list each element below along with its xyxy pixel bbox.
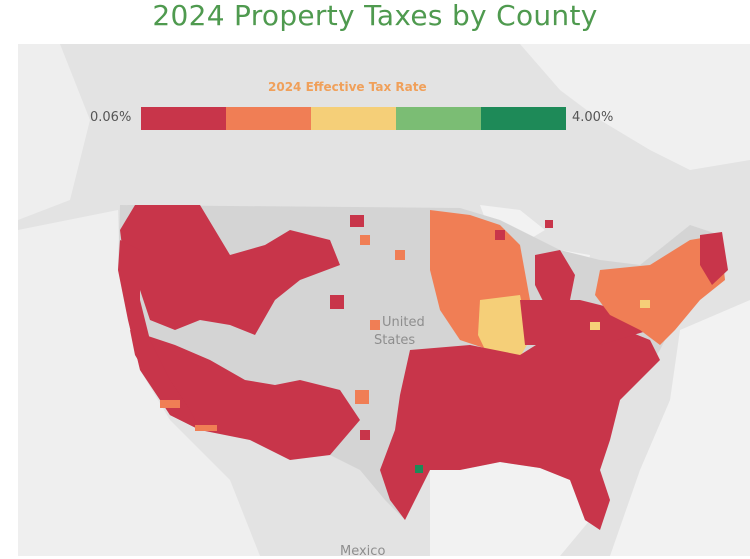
iowa-illinois-region (478, 295, 530, 365)
legend-segment-2 (226, 107, 311, 130)
county-patch (330, 295, 344, 309)
michigan-region (535, 250, 575, 305)
county-patch (355, 390, 369, 404)
southeast-region (380, 320, 660, 530)
county-patch (370, 320, 380, 330)
legend-segment-3 (311, 107, 396, 130)
county-patch (395, 250, 405, 260)
legend-color-scale[interactable] (141, 107, 566, 130)
county-patch (195, 425, 217, 431)
legend-max-label: 4.00% (572, 110, 614, 125)
county-patch (590, 322, 600, 330)
page-title: 2024 Property Taxes by County (152, 0, 598, 32)
county-patch (350, 215, 364, 227)
map-svg (18, 44, 750, 556)
pacific-water-north (18, 44, 90, 220)
county-patch (545, 220, 553, 228)
pacific-water-south (18, 210, 260, 556)
county-patch (360, 430, 370, 440)
country-label-us-line1: United (382, 315, 425, 330)
california-coast (118, 240, 200, 430)
country-label-us-line2: States (374, 333, 416, 348)
county-patch (160, 400, 180, 408)
west-region (120, 205, 340, 335)
hudson-bay-water (520, 44, 750, 170)
legend-title: 2024 Effective Tax Rate (268, 80, 427, 94)
legend-segment-1 (141, 107, 226, 130)
gulf-water (430, 450, 590, 556)
maine-region (700, 232, 728, 285)
northeast-region (595, 235, 725, 345)
country-label-mexico: Mexico (340, 544, 386, 559)
county-patch (640, 300, 650, 308)
legend-segment-5 (481, 107, 566, 130)
map-canvas[interactable] (18, 44, 750, 556)
county-patch (360, 235, 370, 245)
southwest-region (130, 330, 360, 460)
atlantic-water (610, 300, 750, 556)
county-patch (495, 230, 505, 240)
county-patch (415, 465, 423, 473)
legend-min-label: 0.06% (90, 110, 132, 125)
legend-segment-4 (396, 107, 481, 130)
